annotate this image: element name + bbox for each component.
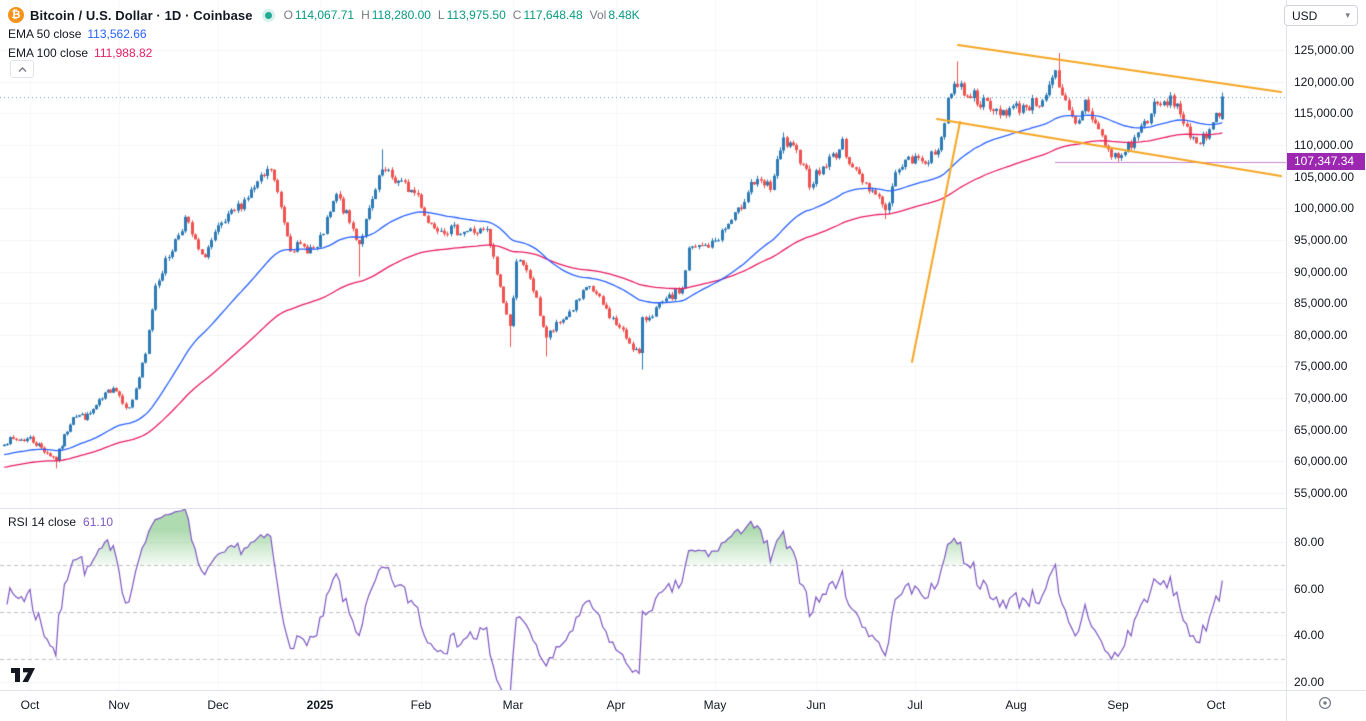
symbol-title: Bitcoin / U.S. Dollar · 1D · Coinbase — [30, 7, 253, 23]
symbol-row: ₿ Bitcoin / U.S. Dollar · 1D · Coinbase … — [8, 6, 640, 24]
price-tick: 95,000.00 — [1294, 232, 1348, 247]
symbol-legend: ₿ Bitcoin / U.S. Dollar · 1D · Coinbase … — [8, 6, 640, 78]
price-chart-canvas[interactable] — [0, 0, 1286, 690]
price-tick: 70,000.00 — [1294, 391, 1348, 406]
time-axis-label: Apr — [606, 698, 626, 712]
high-value: 118,280.00 — [371, 8, 431, 22]
close-value: 117,648.48 — [523, 8, 583, 22]
target-icon — [1318, 696, 1332, 710]
rsi-legend: RSI 14 close 61.10 — [8, 515, 113, 529]
price-tick: 105,000.00 — [1294, 169, 1355, 184]
currency-dropdown[interactable]: USD ▾ — [1284, 5, 1358, 26]
ema50-row: EMA 50 close 113,562.66 — [8, 25, 640, 43]
close-label: C — [512, 8, 522, 22]
price-tick: 125,000.00 — [1294, 43, 1355, 57]
rsi-tick: 60.00 — [1294, 581, 1325, 596]
price-tick: 90,000.00 — [1294, 264, 1348, 279]
time-axis-label: Nov — [108, 698, 130, 712]
price-tick: 55,000.00 — [1294, 486, 1348, 500]
ema100-row: EMA 100 close 111,988.82 — [8, 44, 640, 62]
time-axis-label: Mar — [502, 698, 524, 712]
time-axis-label: Feb — [410, 698, 432, 712]
chevron-up-icon — [18, 66, 26, 72]
ema50-value: 113,562.66 — [87, 27, 147, 41]
price-tick: 60,000.00 — [1294, 454, 1348, 469]
pane-separator[interactable] — [0, 508, 1366, 509]
rsi-tick: 40.00 — [1294, 628, 1325, 643]
price-tick: 110,000.00 — [1294, 137, 1354, 152]
time-axis-target-icon[interactable] — [1318, 696, 1332, 715]
price-tick: 75,000.00 — [1294, 359, 1348, 374]
time-axis-label: May — [703, 698, 727, 712]
price-tick: 65,000.00 — [1294, 422, 1348, 437]
price-axis-badge: 107,347.34 — [1287, 153, 1365, 171]
time-axis-label: Oct — [20, 698, 40, 712]
price-tick: 85,000.00 — [1294, 296, 1348, 311]
tradingview-logo[interactable] — [10, 667, 36, 688]
low-label: L — [437, 8, 445, 22]
rsi-tick: 20.00 — [1294, 675, 1325, 689]
price-axis-border — [1286, 0, 1287, 721]
open-label: O — [283, 8, 293, 22]
time-axis-label: Jun — [806, 698, 826, 712]
market-status-icon — [264, 11, 272, 19]
time-axis-label: Aug — [1005, 698, 1027, 712]
time-axis-label: 2025 — [306, 698, 334, 712]
time-axis-label: Jul — [907, 698, 923, 712]
ema50-label: EMA 50 close — [8, 27, 82, 41]
currency-value: USD — [1292, 8, 1318, 23]
tradingview-logo-icon — [11, 668, 35, 682]
rsi-value: 61.10 — [83, 515, 114, 529]
time-axis-label: Oct — [1206, 698, 1226, 712]
price-tick: 120,000.00 — [1294, 74, 1355, 89]
rsi-tick: 80.00 — [1294, 535, 1325, 549]
open-value: 114,067.71 — [294, 8, 355, 22]
time-axis[interactable]: Oct Nov Dec 2025 Feb Mar Apr May Jun Jul Aug Sep Oct — [0, 690, 1366, 721]
volume-label: Vol — [589, 8, 607, 22]
time-axis-label: Dec — [207, 698, 229, 712]
price-tick: 80,000.00 — [1294, 327, 1348, 342]
rsi-label: RSI 14 close — [8, 515, 77, 529]
price-tick: 115,000.00 — [1294, 106, 1354, 121]
price-axis[interactable]: 107,347.34 125,000.00 120,000.00 115,000.0… — [1286, 0, 1366, 690]
high-label: H — [361, 8, 370, 22]
bitcoin-icon: ₿ — [8, 7, 24, 23]
price-tick: 100,000.00 — [1294, 201, 1355, 216]
collapse-indicators-button[interactable] — [10, 60, 34, 78]
low-value: 113,975.50 — [446, 8, 506, 22]
time-axis-label: Sep — [1107, 698, 1129, 712]
ohlc-values: O 114,067.71 H 118,280.00 L 113,975.50 C… — [284, 8, 640, 22]
volume-value: 8.48K — [608, 8, 640, 22]
ema100-label: EMA 100 close — [8, 46, 89, 60]
ema100-value: 111,988.82 — [94, 46, 153, 60]
chevron-down-icon: ▾ — [1345, 10, 1350, 20]
